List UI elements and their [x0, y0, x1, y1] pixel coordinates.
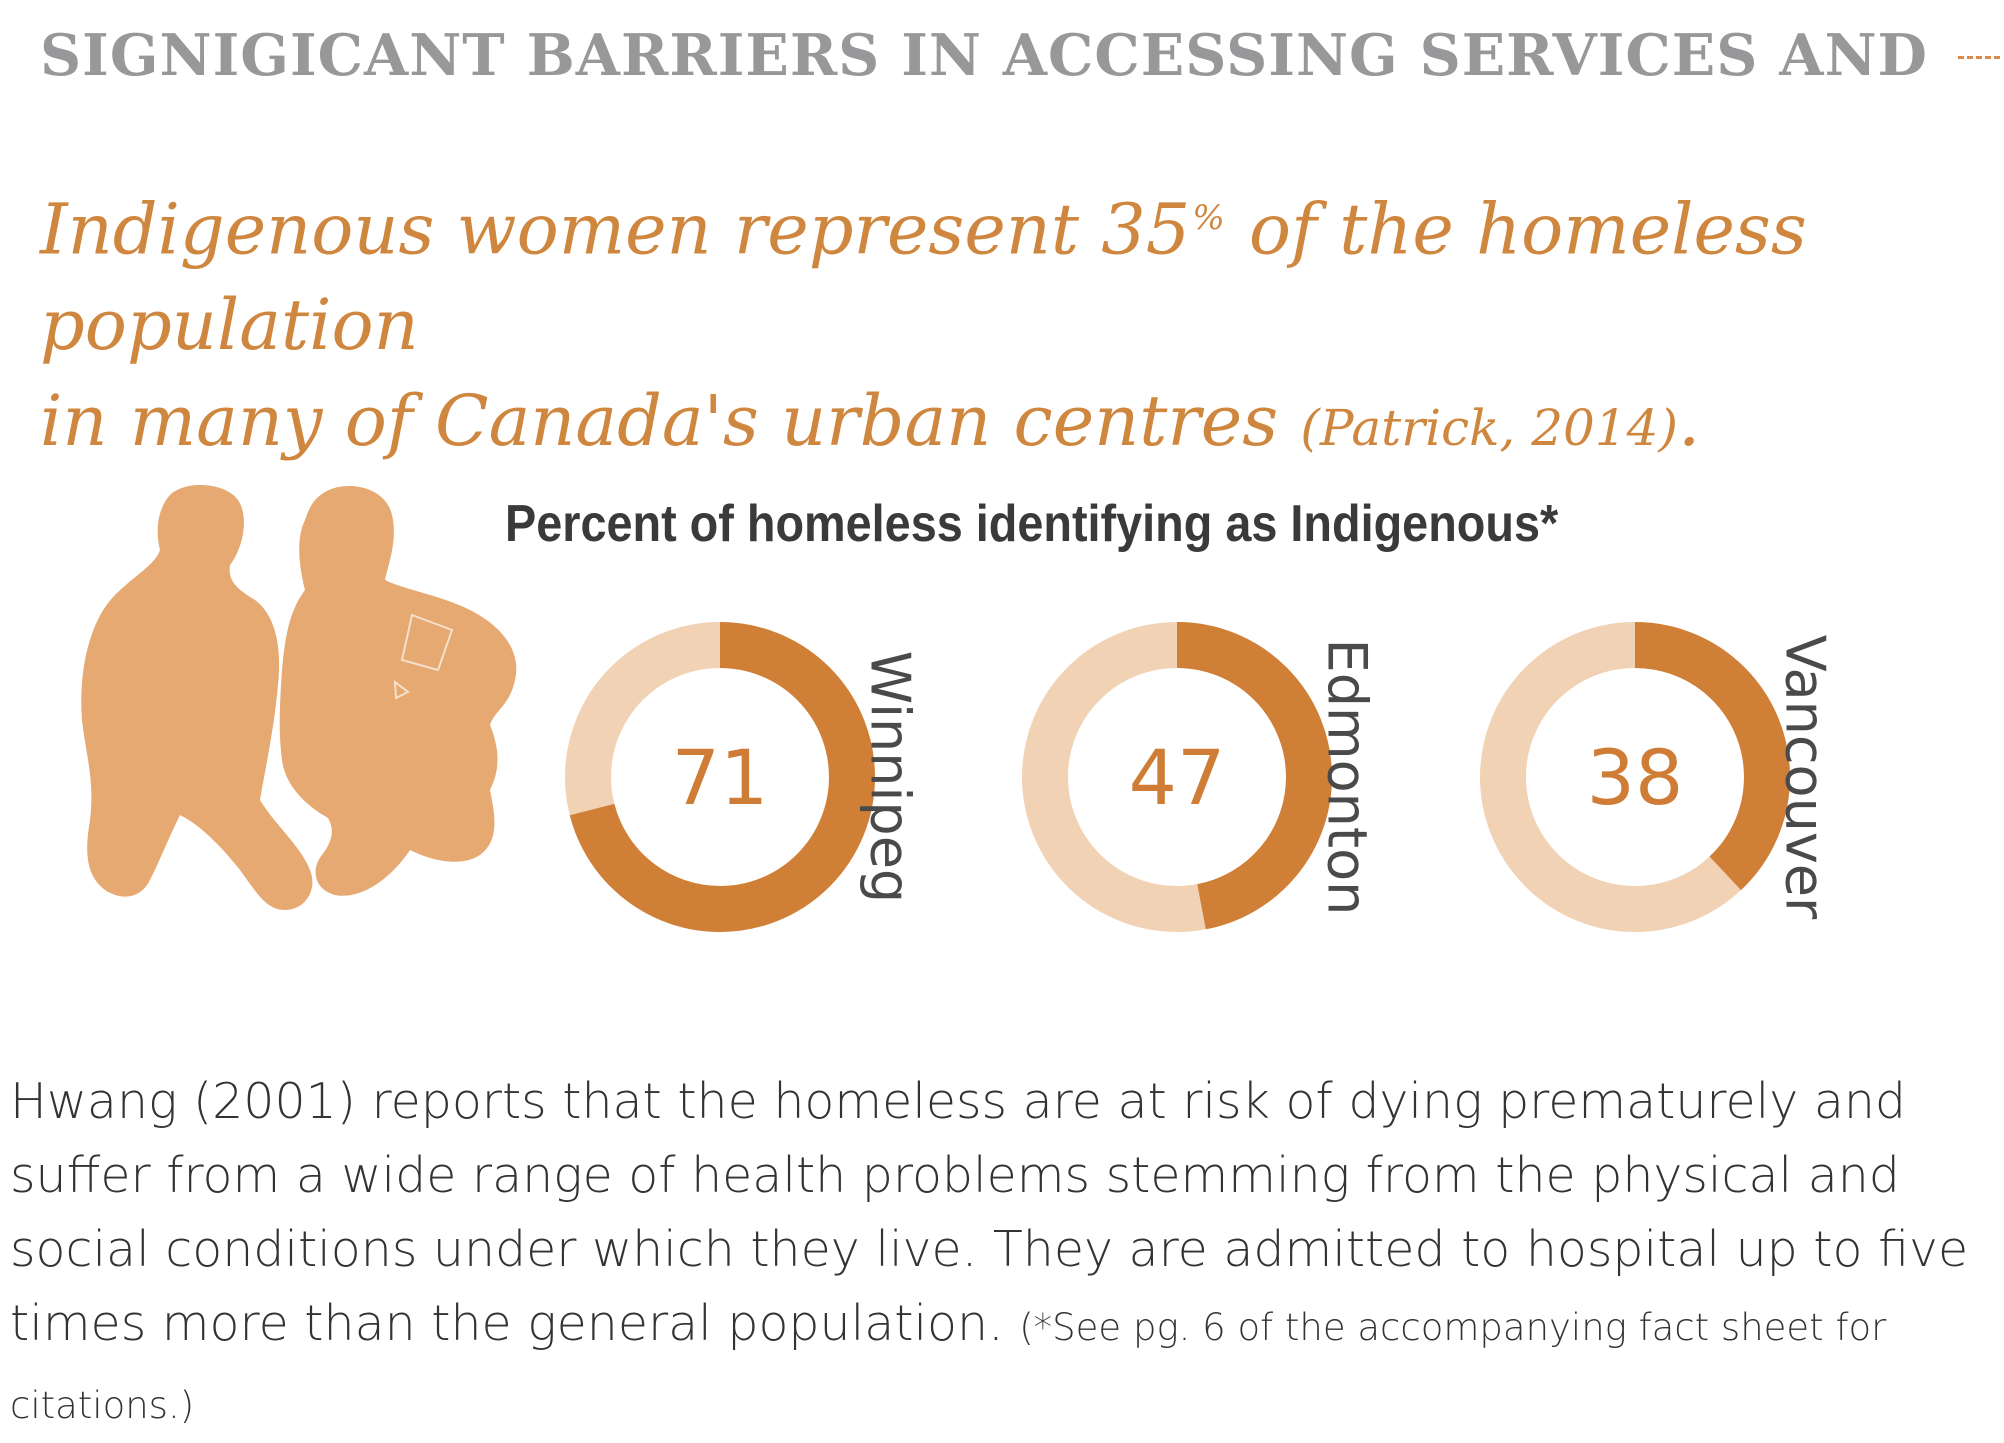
- city-label-winnipeg: Winnipeg: [735, 622, 1045, 932]
- donut-svg-edmonton: [1022, 622, 1332, 932]
- donut-winnipeg: 71: [565, 622, 905, 962]
- headline-end: .: [1677, 380, 1701, 463]
- body-paragraph: Hwang (2001) reports that the homeless a…: [10, 1065, 2000, 1443]
- body-text: Hwang (2001) reports that the homeless a…: [10, 1073, 1969, 1352]
- city-label-text-vancouver: Vancouver: [1773, 634, 1837, 920]
- donut-svg-winnipeg: [565, 622, 875, 932]
- donut-value-label-edmonton: 47: [1128, 732, 1226, 822]
- headline-part1: Indigenous women represent 35: [40, 188, 1191, 271]
- headline: Indigenous women represent 35% of the ho…: [40, 170, 1980, 476]
- donut-vancouver: 38: [1480, 622, 1820, 962]
- city-label-edmonton: Edmonton: [1192, 622, 1502, 932]
- sitting-people-silhouette-icon: [60, 470, 540, 950]
- donut-value-arc-vancouver: [1480, 622, 1790, 932]
- donut-edmonton: 47: [1022, 622, 1362, 962]
- headline-percent-sign: %: [1192, 198, 1225, 238]
- city-label-vancouver: Vancouver: [1650, 622, 1960, 932]
- chart-title: Percent of homeless identifying as Indig…: [505, 495, 1559, 553]
- donut-value-label-winnipeg: 71: [671, 732, 769, 822]
- headline-line2: in many of Canada's urban centres: [40, 380, 1301, 463]
- city-label-text-edmonton: Edmonton: [1315, 638, 1379, 916]
- header-dashed-rule: [1957, 55, 2000, 59]
- donut-value-arc-edmonton: [1022, 622, 1332, 932]
- donut-value-arc-winnipeg: [565, 622, 875, 932]
- donut-svg-vancouver: [1480, 622, 1790, 932]
- header-title: SIGNIGICANT BARRIERS IN ACCESSING SERVIC…: [40, 21, 1928, 89]
- page-header: SIGNIGICANT BARRIERS IN ACCESSING SERVIC…: [40, 20, 2000, 90]
- city-label-text-winnipeg: Winnipeg: [858, 650, 922, 904]
- donut-value-label-vancouver: 38: [1586, 732, 1684, 822]
- headline-citation: (Patrick, 2014): [1300, 399, 1678, 458]
- headline-part2: of the homeless population: [40, 188, 1807, 367]
- body-note: (*See pg. 6 of the accompanying fact she…: [10, 1306, 1887, 1427]
